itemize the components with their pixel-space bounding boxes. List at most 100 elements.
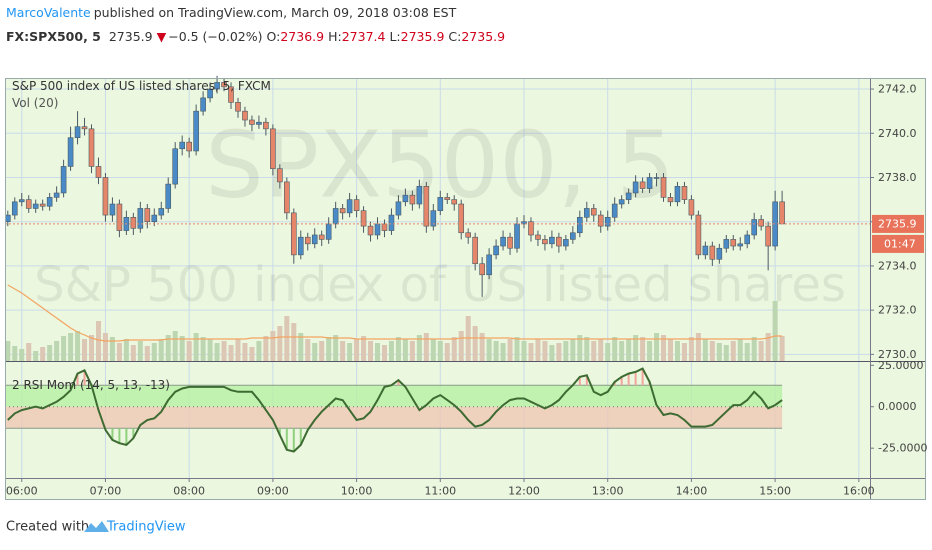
candle-body xyxy=(346,199,353,214)
candle-body xyxy=(46,197,53,207)
volume-bar xyxy=(186,341,192,361)
volume-bar xyxy=(123,339,129,361)
candle-body xyxy=(570,232,576,240)
publish-line: MarcoValente published on TradingView.com… xyxy=(6,5,460,20)
x-tick-label: 08:00 xyxy=(173,485,205,498)
volume-bar xyxy=(291,323,297,361)
volume-bar xyxy=(779,336,785,361)
volume-bar xyxy=(298,333,304,361)
volume-bar xyxy=(605,343,611,361)
indicator-legend: 2 RSI Mom (14, 5, 13, -13) xyxy=(12,378,170,392)
candle-body xyxy=(18,199,25,203)
volume-bar xyxy=(340,341,346,361)
volume-bar xyxy=(500,343,506,361)
candle-body xyxy=(130,216,137,229)
candle-body xyxy=(32,203,39,209)
ohlc-value: 2735.9 xyxy=(461,29,506,44)
volume-bar xyxy=(772,301,778,361)
candle-body xyxy=(256,121,262,125)
volume-bar xyxy=(158,339,164,361)
ohlc-label: H: xyxy=(328,29,342,44)
candle-body xyxy=(221,82,227,88)
ohlc-values: O:2736.9 H:2737.4 L:2735.9 C:2735.9 xyxy=(267,29,510,44)
volume-bar xyxy=(751,337,757,361)
y-tick-label: 2732.0 xyxy=(878,304,917,317)
candle-body xyxy=(116,203,123,231)
volume-bar xyxy=(549,345,555,361)
x-tick-label: 06:00 xyxy=(6,485,38,498)
volume-bar xyxy=(95,321,101,361)
x-tick-label: 11:00 xyxy=(424,485,456,498)
author-link[interactable]: MarcoValente xyxy=(6,5,91,20)
candle-body xyxy=(528,221,534,236)
volume-bar xyxy=(235,339,241,361)
candle-body xyxy=(242,110,248,121)
lower-band-zone xyxy=(5,406,783,429)
volume-bar xyxy=(479,333,485,361)
volume-bar xyxy=(165,335,171,361)
candle-body xyxy=(514,223,520,249)
candle-body xyxy=(60,166,67,194)
volume-bar xyxy=(263,336,269,361)
candle-body xyxy=(625,192,632,200)
candle-body xyxy=(297,236,304,256)
volume-bar xyxy=(207,339,213,361)
ohlc-value: 2736.9 xyxy=(280,29,325,44)
volume-bar xyxy=(242,343,248,361)
volume-bar xyxy=(486,339,492,361)
candle-body xyxy=(493,245,499,256)
indicator-line xyxy=(7,367,783,453)
volume-bar xyxy=(82,339,88,361)
candle-body xyxy=(102,177,109,216)
volume-bar xyxy=(109,337,115,361)
ohlc-label: O: xyxy=(266,29,281,44)
volume-bar xyxy=(61,336,67,361)
candle-body xyxy=(458,203,465,234)
volume-bar xyxy=(744,343,750,361)
volume-bar xyxy=(723,345,729,361)
candle-body xyxy=(604,216,611,227)
candle-body xyxy=(507,236,513,249)
last-price-label: 2735.9 xyxy=(878,217,917,230)
candle-body xyxy=(765,225,771,247)
x-tick-label: 10:00 xyxy=(341,485,373,498)
footer-brand[interactable]: TradingView xyxy=(106,520,186,535)
candle-body xyxy=(556,236,562,247)
candle-body xyxy=(486,254,492,276)
volume-bar xyxy=(709,341,715,361)
candle-body xyxy=(479,263,485,276)
candle-body xyxy=(500,236,506,247)
candle-body xyxy=(353,199,360,211)
candle-body xyxy=(751,219,758,236)
volume-bar xyxy=(758,341,764,361)
chart-title: S&P 500 index of US listed shares, 5, FX… xyxy=(12,79,271,93)
candle-body xyxy=(339,208,346,214)
volume-bar xyxy=(75,331,81,361)
candle-body xyxy=(235,102,241,112)
volume-bar xyxy=(444,343,450,361)
volume-bar xyxy=(5,341,11,361)
volume-bar xyxy=(416,335,422,361)
candle-body xyxy=(660,177,667,198)
candle-body xyxy=(702,245,709,256)
candle-body xyxy=(374,223,381,236)
candle-body xyxy=(730,239,737,247)
time-axis-background xyxy=(5,478,870,500)
candle-body xyxy=(74,126,81,138)
volume-bar xyxy=(702,339,708,361)
x-tick-label: 16:00 xyxy=(843,485,875,498)
candle-body xyxy=(695,214,702,256)
x-tick-label: 15:00 xyxy=(759,485,791,498)
volume-bar xyxy=(402,339,408,361)
candle-body xyxy=(549,236,555,245)
axis-background xyxy=(870,78,926,500)
candle-body xyxy=(723,239,730,249)
ohlc-value: 2735.9 xyxy=(400,29,445,44)
candle-body xyxy=(39,203,46,207)
volume-bar xyxy=(472,326,478,361)
volume-bar xyxy=(654,333,660,361)
volume-bar xyxy=(577,335,583,361)
candle-body xyxy=(535,234,541,240)
candle-body xyxy=(653,177,660,179)
